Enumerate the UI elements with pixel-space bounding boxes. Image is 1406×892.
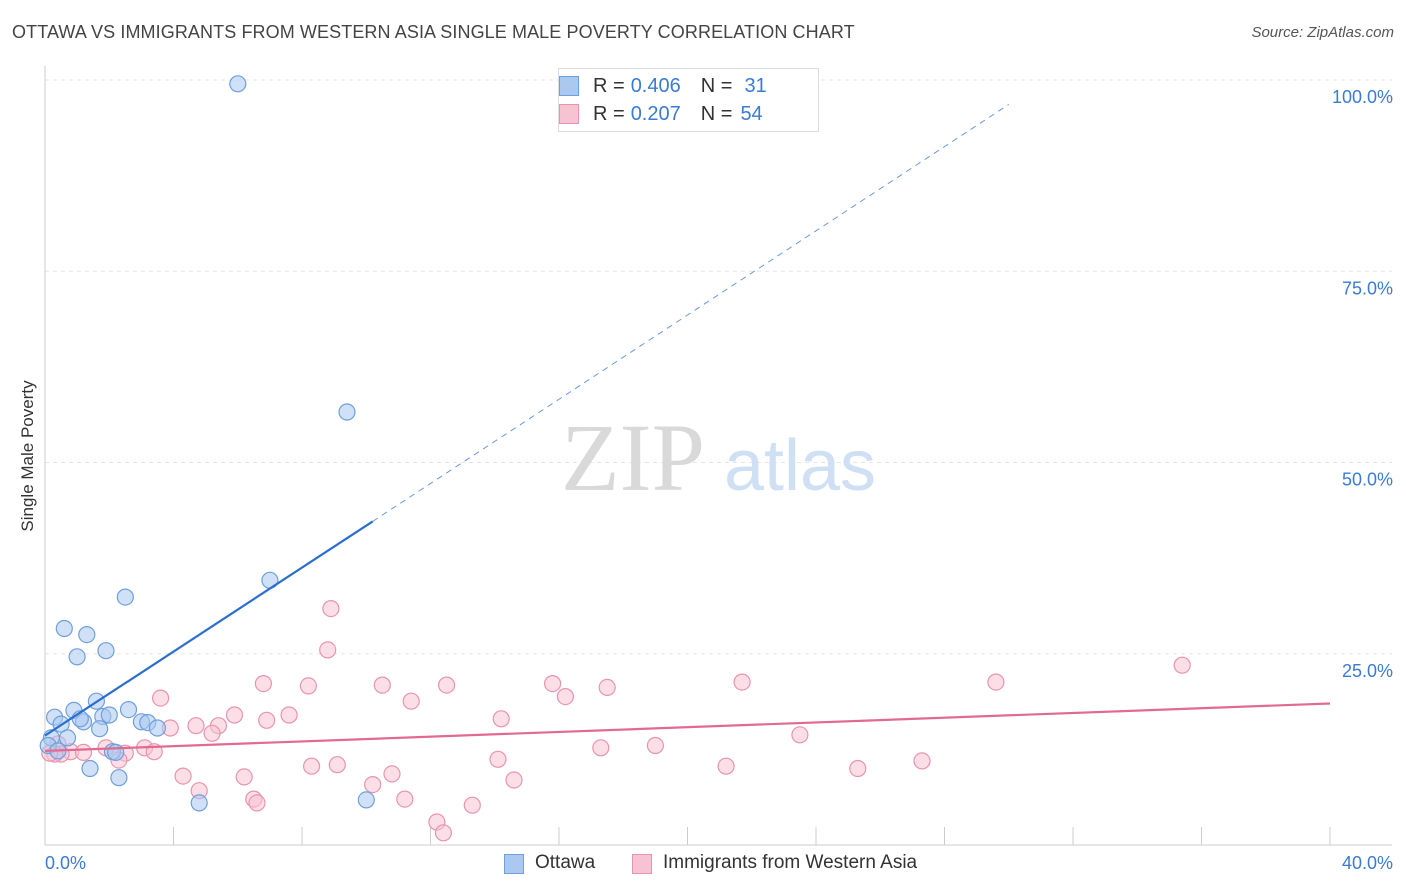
- immigrants-trend-line: [44, 702, 1331, 753]
- y-tick-label: 100.0%: [1332, 87, 1393, 107]
- legend-row-immigrants: R = 0.207 N = 54: [559, 101, 763, 127]
- immigrants-point: [258, 711, 276, 729]
- immigrants-point: [717, 757, 735, 775]
- x-tick-label: 40.0%: [1342, 853, 1393, 873]
- immigrants-point: [225, 706, 244, 724]
- immigrants-point: [299, 677, 317, 695]
- ottawa-swatch: [559, 76, 579, 96]
- ottawa-point: [100, 706, 118, 724]
- immigrants-point: [592, 739, 610, 757]
- r-value: 0.406: [630, 74, 681, 97]
- ottawa-point: [148, 719, 166, 737]
- n-label: N =: [700, 102, 733, 125]
- axes: [44, 66, 1392, 846]
- immigrants-point: [733, 673, 751, 691]
- watermark-zip: ZIP: [561, 404, 705, 511]
- immigrants-point: [319, 641, 337, 659]
- legend-correlation: R = 0.406 N = 31 R = 0.207 N = 54: [558, 68, 819, 132]
- grid-lines: [45, 79, 1392, 655]
- legend-item-immigrants: Immigrants from Western Asia: [632, 852, 918, 874]
- immigrants-point: [254, 674, 272, 693]
- x-tick-label: 0.0%: [45, 853, 86, 873]
- ottawa-trend-extension: [372, 104, 1010, 522]
- immigrants-point: [322, 599, 340, 618]
- immigrants-point: [373, 676, 391, 694]
- n-value: 54: [740, 102, 763, 125]
- ottawa-point: [90, 720, 109, 738]
- immigrants-point: [303, 757, 321, 775]
- ottawa-point: [110, 769, 128, 787]
- immigrants-point: [152, 689, 170, 707]
- immigrants-point: [402, 692, 420, 710]
- immigrants-point: [646, 736, 665, 755]
- trend-lines: [44, 104, 1331, 753]
- ottawa-point: [97, 642, 115, 660]
- chart-title: OTTAWA VS IMMIGRANTS FROM WESTERN ASIA S…: [12, 22, 855, 42]
- immigrants-point: [434, 824, 452, 842]
- ottawa-point: [81, 759, 99, 778]
- r-label: R =: [593, 102, 625, 125]
- immigrants-point: [364, 775, 382, 794]
- source-label: Source: ZipAtlas.com: [1251, 24, 1394, 41]
- legend-label: Ottawa: [535, 852, 596, 873]
- ottawa-point: [229, 75, 247, 93]
- immigrants-point: [791, 726, 809, 744]
- y-tick-label: 75.0%: [1342, 278, 1393, 298]
- ottawa-point: [338, 403, 356, 421]
- ottawa-trend-line: [44, 520, 374, 737]
- tick-labels: 100.0% 75.0% 50.0% 25.0% 0.0% 40.0%: [45, 87, 1393, 873]
- immigrants-swatch: [632, 854, 652, 874]
- r-label: R =: [593, 74, 625, 97]
- immigrants-point: [543, 674, 562, 693]
- immigrants-point: [489, 750, 507, 768]
- immigrants-point: [187, 717, 205, 735]
- ottawa-point: [357, 791, 375, 809]
- n-value: 31: [744, 74, 767, 97]
- immigrants-point: [987, 673, 1005, 691]
- immigrants-point: [492, 710, 510, 728]
- immigrants-point: [463, 796, 481, 814]
- y-tick-label: 25.0%: [1342, 661, 1393, 681]
- r-value: 0.207: [630, 102, 681, 125]
- watermark-atlas: atlas: [724, 426, 876, 506]
- immigrants-point: [438, 676, 456, 694]
- ottawa-point: [107, 743, 125, 762]
- immigrants-point: [383, 765, 401, 783]
- legend-item-ottawa: Ottawa: [504, 852, 596, 874]
- legend-label: Immigrants from Western Asia: [663, 852, 918, 873]
- immigrants-point: [74, 743, 93, 762]
- immigrants-point: [328, 756, 346, 774]
- ottawa-point: [55, 619, 73, 638]
- ottawa-point: [68, 648, 86, 666]
- immigrants-point: [396, 790, 414, 808]
- immigrants-point: [280, 706, 298, 724]
- immigrants-point: [174, 767, 192, 785]
- ottawa-point: [116, 588, 134, 606]
- immigrants-point: [849, 759, 867, 778]
- immigrants-point: [235, 768, 253, 786]
- ottawa-swatch: [504, 854, 524, 874]
- immigrants-point: [248, 794, 266, 812]
- y-tick-label: 50.0%: [1342, 470, 1393, 490]
- legend-row-ottawa: R = 0.406 N = 31: [559, 73, 767, 99]
- ottawa-point: [78, 625, 96, 644]
- immigrants-point: [598, 678, 616, 697]
- n-label: N =: [700, 74, 733, 97]
- immigrants-swatch: [559, 104, 579, 124]
- immigrants-point: [556, 687, 575, 706]
- immigrants-point: [913, 752, 931, 770]
- immigrants-point: [505, 771, 523, 789]
- immigrants-point: [203, 724, 221, 742]
- immigrants-point: [1173, 656, 1191, 674]
- ottawa-point: [190, 794, 208, 812]
- watermark: ZIP atlas: [561, 404, 876, 511]
- ottawa-point: [119, 700, 138, 719]
